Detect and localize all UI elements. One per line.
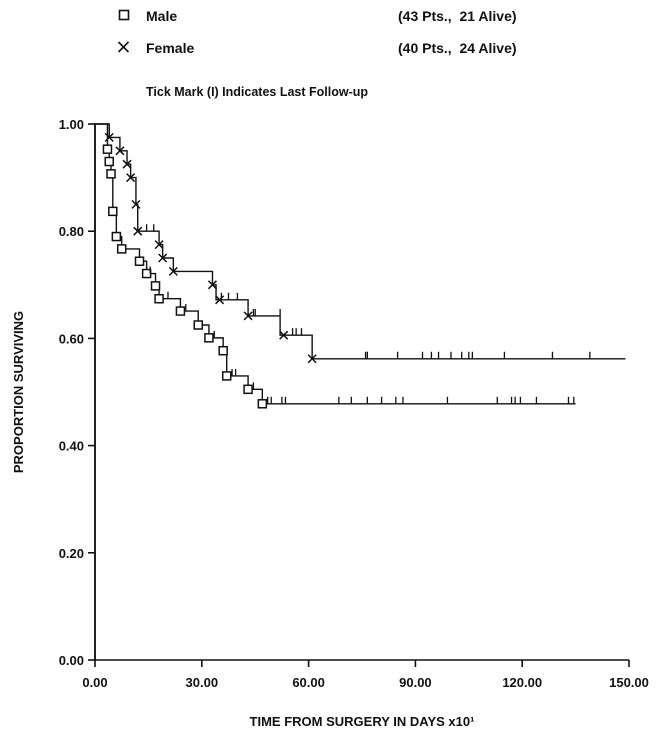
y-tick-label: 1.00 [59,117,84,132]
x-tick-label: 0.00 [82,675,107,690]
event-marker-square [134,256,145,266]
x-tick-label: 90.00 [399,675,432,690]
event-marker-square [116,244,127,254]
x-tick-label: 120.00 [502,675,542,690]
survival-curve-female [94,123,626,660]
event-marker-x [133,226,143,236]
event-marker-x [279,330,289,340]
x-tick-label: 30.00 [186,675,219,690]
event-marker-square [141,268,152,279]
y-tick-label: 0.80 [59,224,84,239]
event-marker-x [126,173,136,183]
event-marker-square [150,281,161,291]
event-marker-square [106,169,116,179]
legend-item-female: Female (40 Pts., 24 Alive) [117,40,517,56]
legend-female-summary: (40 Pts., 24 Alive) [398,40,517,56]
event-marker-square [102,144,113,154]
event-marker-square [154,293,164,304]
event-marker-square [204,333,214,343]
y-tick-label: 0.40 [59,439,84,454]
event-marker-x [131,199,141,209]
y-axis-label: PROPORTION SURVIVING [11,311,26,473]
event-marker-x [158,253,168,263]
legend-male-square-icon [118,9,130,21]
axes [94,124,629,661]
event-marker-square [243,384,253,395]
x-axis-ticks: 0.00 30.00 60.00 90.00 120.00 150.00 [82,660,649,690]
event-marker-square [108,206,118,217]
legend-male-summary: (43 Pts., 21 Alive) [398,8,517,24]
event-marker-square [104,156,114,167]
event-marker-square [218,345,228,356]
series-male [94,123,576,660]
x-tick-label: 150.00 [609,675,649,690]
event-marker-x [104,132,114,142]
event-marker-square [221,371,232,381]
y-tick-label: 0.20 [59,546,84,561]
y-tick-label: 0.60 [59,331,84,346]
event-marker-x [154,240,164,250]
event-marker-x [243,311,253,321]
legend-male-label: Male [146,8,177,24]
event-marker-square [111,231,122,242]
event-marker-x [168,266,178,276]
event-marker-square [193,320,203,330]
event-marker-square [257,399,268,409]
legend-female-label: Female [146,40,194,56]
survival-curve-male [94,123,576,660]
legend: Male (43 Pts., 21 Alive) Female (40 Pts.… [117,8,517,56]
event-marker-x [307,354,317,364]
y-tick-label: 0.00 [59,653,84,668]
event-marker-square [175,306,186,316]
legend-item-male: Male (43 Pts., 21 Alive) [118,8,517,24]
x-axis-label: TIME FROM SURGERY IN DAYS x10¹ [250,714,475,729]
event-marker-x [115,146,125,156]
event-marker-x [215,295,225,305]
event-marker-x [122,159,132,169]
event-marker-x [207,280,218,290]
series-female [94,123,626,660]
legend-female-x-icon [117,41,130,53]
y-axis-ticks: 0.00 0.20 0.40 0.60 0.80 1.00 [59,117,95,668]
series-layer [94,123,626,660]
chart-subtitle: Tick Mark (I) Indicates Last Follow-up [146,85,368,99]
x-tick-label: 60.00 [292,675,325,690]
